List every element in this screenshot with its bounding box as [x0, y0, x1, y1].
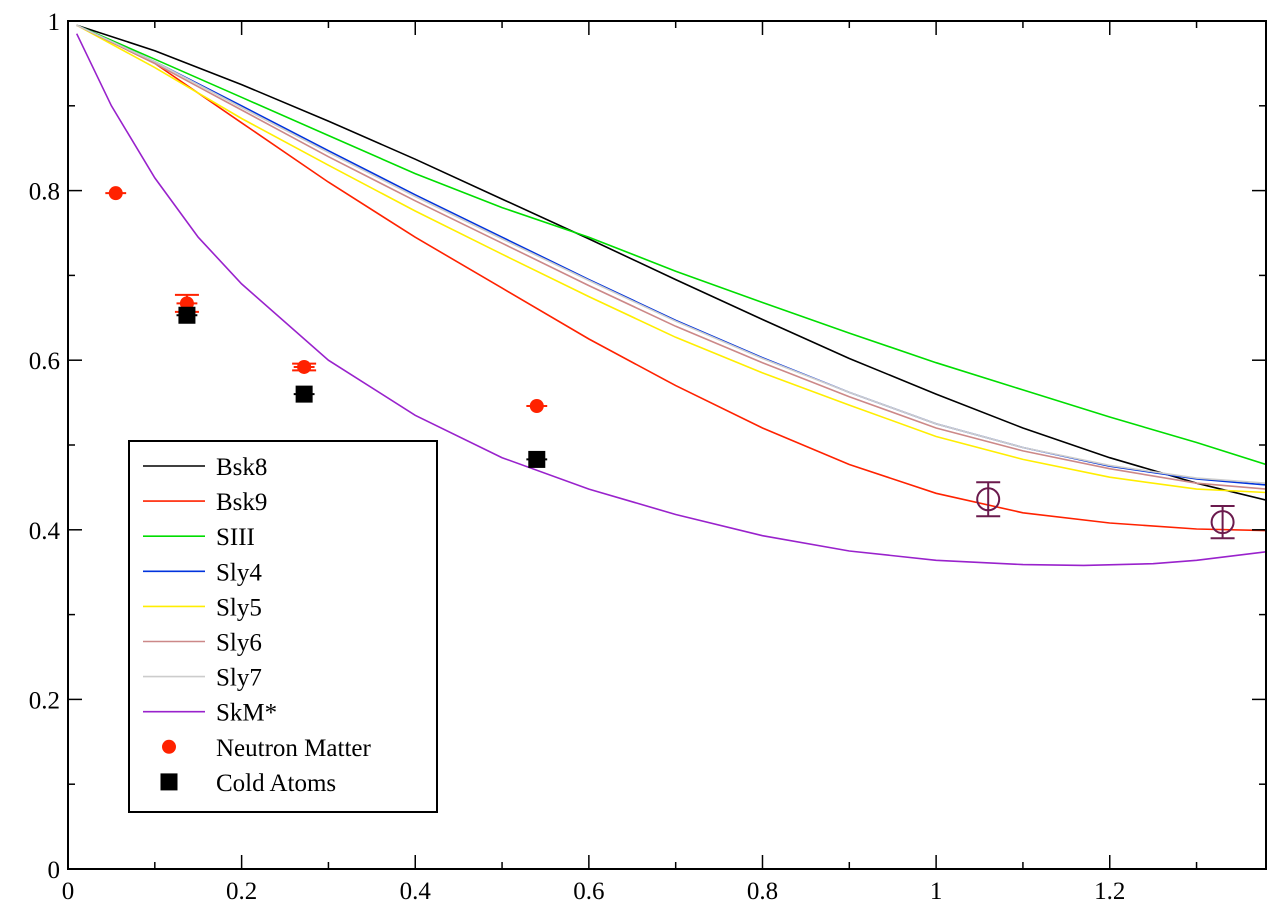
cold-atoms-point	[526, 450, 548, 468]
series-layer	[75, 24, 1266, 567]
legend-label: Sly4	[216, 559, 262, 586]
y-tick-label: 0.4	[29, 518, 61, 545]
x-tick-label: 0.2	[226, 878, 257, 905]
x-tick-label: 0	[62, 878, 75, 905]
cold-atoms-point	[176, 306, 198, 324]
legend-box	[128, 440, 438, 813]
neutron-matter-point	[105, 186, 127, 201]
x-tick-label: 0.4	[400, 878, 432, 905]
x-tick-label: 0.8	[747, 878, 778, 905]
legend-entry-sly7: Sly7	[143, 665, 262, 692]
open-circle-point	[1210, 505, 1235, 540]
series-line-sly5	[76, 24, 1266, 494]
legend-entry-skm-: SkM*	[143, 700, 277, 727]
legend-entry-neutron-matter: Neutron Matter	[162, 735, 371, 762]
legend-entry-bsk9: Bsk9	[143, 489, 267, 516]
series-line-skm-	[75, 33, 1266, 567]
legend-entry-sly6: Sly6	[143, 630, 262, 657]
series-line-sly7	[76, 24, 1266, 484]
neutron-matter-point	[526, 398, 548, 413]
legend-label: SkM*	[216, 700, 277, 727]
legend: Bsk8 Bsk9 SIII Sly4 Sly5 Sly6 Sly7 SkM* Neutron …	[128, 440, 438, 813]
legend-label: Cold Atoms	[216, 770, 336, 797]
x-tick-label: 1.2	[1094, 878, 1125, 905]
legend-entry-cold-atoms: Cold Atoms	[160, 770, 336, 797]
series-line-bsk9	[76, 24, 1266, 532]
series-line-bsk8	[76, 24, 1266, 501]
legend-label: Sly7	[216, 665, 262, 692]
legend-entry-siii: SIII	[143, 524, 255, 551]
legend-entry-bsk8: Bsk8	[143, 454, 267, 481]
series-line-sly6	[76, 24, 1266, 490]
legend-swatch	[160, 773, 178, 791]
y-tick-label: 1	[48, 9, 61, 36]
y-tick-label: 0.2	[29, 687, 60, 714]
legend-label: Bsk9	[216, 489, 267, 516]
legend-label: SIII	[216, 524, 255, 551]
marker-layer	[105, 186, 1235, 540]
open-circle-point	[976, 481, 1001, 518]
legend-entry-sly5: Sly5	[143, 594, 262, 621]
x-tick-label: 0.6	[573, 878, 604, 905]
legend-label: Bsk8	[216, 454, 267, 481]
neutron-matter-point	[292, 359, 317, 374]
y-tick-label: 0	[48, 857, 61, 884]
tick-layer: 0 0.2 0.4 0.6 0.8 1 1.2 0 0.2 0.4 0.6 0.8 1	[29, 9, 1266, 905]
legend-label: Sly6	[216, 630, 262, 657]
legend-label: Sly5	[216, 594, 262, 621]
y-tick-label: 0.8	[29, 179, 60, 206]
legend-entry-sly4: Sly4	[143, 559, 262, 586]
series-line-siii	[76, 24, 1266, 466]
cold-atoms-point	[293, 385, 315, 403]
x-tick-label: 1	[930, 878, 943, 905]
y-tick-label: 0.6	[29, 348, 60, 375]
legend-label: Neutron Matter	[216, 735, 371, 762]
legend-swatch	[162, 739, 176, 754]
series-line-sly4	[76, 24, 1266, 486]
